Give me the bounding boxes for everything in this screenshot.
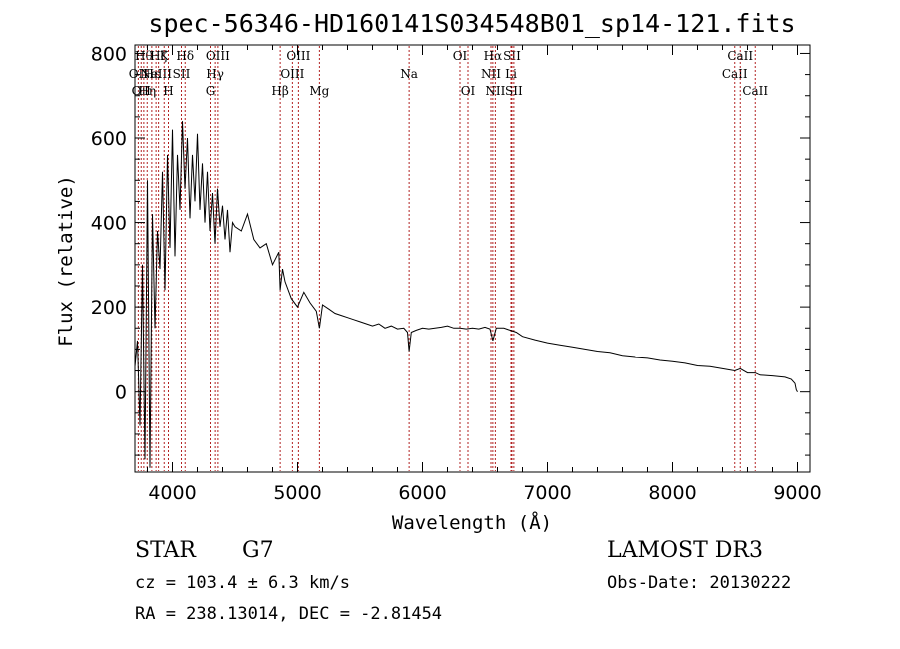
y-tick-label-0: 0 <box>115 382 127 404</box>
spectral-line-label-2: Hθ <box>135 49 153 63</box>
spectral-line-label-22: Hα <box>484 49 503 63</box>
spectral-line-label-18: Na <box>400 67 418 81</box>
x-tick-label-0: 4000 <box>148 482 196 504</box>
flux-series-line <box>134 121 798 468</box>
x-tick-label-1: 5000 <box>273 482 321 504</box>
spectral-line-label-5: NeIII <box>140 67 172 81</box>
spectral-line-label-8: H <box>163 84 173 98</box>
spectral-line-label-11: G <box>206 84 216 98</box>
spectral-line-label-23: NII <box>485 84 505 98</box>
y-axis-title: Flux (relative) <box>55 175 77 347</box>
x-tick-label-5: 9000 <box>773 482 821 504</box>
spectral-line-label-15: OIII <box>280 67 304 81</box>
spectral-line-label-17: Mg <box>309 84 329 98</box>
spectral-line-label-14: Hβ <box>271 84 288 98</box>
spectral-line-markers: OIIOIIHθHηHεNeIIIHζKHSIIHδGHγOIIIHβOIIIO… <box>129 46 768 471</box>
spectral-line-label-6: Hζ <box>150 49 167 63</box>
spectral-line-label-26: SII <box>505 84 523 98</box>
spectral-line-label-7: K <box>160 49 170 63</box>
spectral-line-label-9: SII <box>173 67 191 81</box>
spectral-line-label-25: SII <box>503 49 521 63</box>
sky-coordinates: RA = 238.13014, DEC = -2.81454 <box>135 604 443 624</box>
spectral-line-label-13: OIII <box>206 49 230 63</box>
y-tick-label-2: 400 <box>91 213 127 235</box>
survey-name: LAMOST DR3 <box>607 538 763 563</box>
spectral-line-label-28: CaII <box>727 49 753 63</box>
spectral-line-label-19: OI <box>453 49 468 63</box>
y-tick-label-3: 600 <box>91 128 127 150</box>
spectral-line-label-20: OI <box>461 84 476 98</box>
spectral-line-label-10: Hδ <box>176 49 194 63</box>
x-tick-label-4: 8000 <box>648 482 696 504</box>
spectral-line-label-29: CaII <box>742 84 768 98</box>
chart-title: spec-56346-HD160141S034548B01_sp14-121.f… <box>148 9 795 38</box>
object-class: STAR <box>135 538 196 563</box>
x-axis-title: Wavelength (Å) <box>392 511 552 534</box>
spectral-line-label-16: OIII <box>286 49 310 63</box>
spectral-line-label-27: CaII <box>722 67 748 81</box>
spectral-line-label-24: Li <box>505 67 517 81</box>
spectral-line-label-21: NII <box>481 67 501 81</box>
spectral-line-label-12: Hγ <box>206 67 224 81</box>
x-tick-label-3: 7000 <box>523 482 571 504</box>
x-tick-label-2: 6000 <box>398 482 446 504</box>
observation-date: Obs-Date: 20130222 <box>607 573 792 593</box>
axis-ticks: 4000 5000 6000 7000 8000 9000 0 200 400 600 800 <box>91 43 822 504</box>
plot-frame <box>134 44 811 473</box>
object-subclass: G7 <box>242 538 274 563</box>
spectral-line-label-3: Hη <box>138 84 156 98</box>
y-tick-label-4: 800 <box>91 43 127 65</box>
spectral-line-label-1: OII <box>132 84 152 98</box>
y-tick-label-1: 200 <box>91 297 127 319</box>
redshift-velocity: cz = 103.4 ± 6.3 km/s <box>135 573 350 593</box>
